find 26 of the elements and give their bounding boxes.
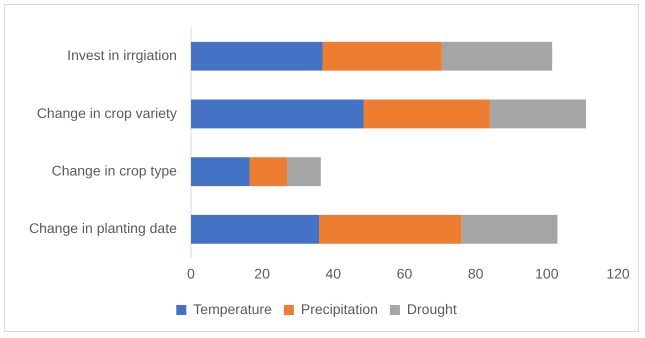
bar bbox=[319, 214, 462, 244]
x-tick-label: 0 bbox=[186, 265, 195, 282]
bar bbox=[286, 157, 321, 186]
bar bbox=[442, 42, 552, 71]
legend-label: Drought bbox=[406, 300, 457, 317]
x-tick-label: 120 bbox=[606, 265, 630, 282]
bar bbox=[490, 100, 586, 128]
y-tick-label: Change in crop type bbox=[52, 162, 178, 179]
y-tick-label: Invest in irrgiation bbox=[67, 47, 177, 64]
x-tick-label: 40 bbox=[325, 265, 342, 282]
y-tick-label: Change in crop variety bbox=[36, 104, 177, 121]
bar bbox=[190, 100, 364, 128]
legend-label: Temperature bbox=[193, 300, 272, 317]
legend-label: Precipitation bbox=[300, 300, 378, 317]
y-tick-label: Change in planting date bbox=[28, 220, 178, 236]
bar bbox=[364, 100, 490, 128]
bar bbox=[250, 157, 287, 186]
x-tick-label: 100 bbox=[535, 265, 559, 282]
bar bbox=[190, 42, 323, 71]
bar bbox=[190, 214, 320, 244]
bar bbox=[190, 157, 250, 186]
bar bbox=[322, 42, 442, 71]
x-tick-label: 80 bbox=[468, 265, 484, 282]
x-tick-label: 60 bbox=[396, 265, 412, 282]
bar bbox=[461, 214, 558, 244]
x-tick-label: 20 bbox=[254, 265, 270, 282]
